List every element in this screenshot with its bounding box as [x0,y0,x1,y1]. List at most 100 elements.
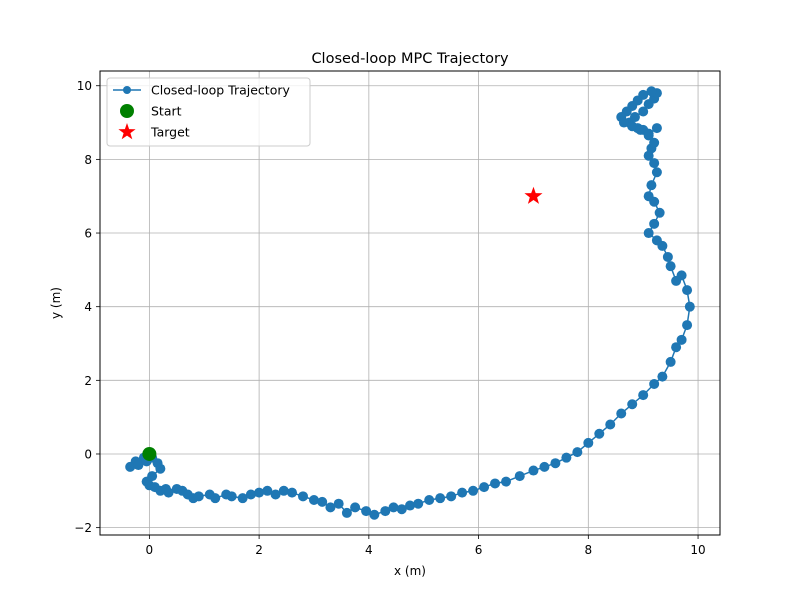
trajectory-point [193,491,204,502]
trajectory-point [665,356,676,367]
trajectory-point [278,485,289,496]
x-tick-label: 6 [475,543,483,557]
legend-label-trajectory: Closed-loop Trajectory [151,83,290,98]
trajectory-point [317,496,328,507]
trajectory-point [638,106,649,117]
trajectory-point [651,123,662,134]
legend-target-marker [118,123,136,140]
y-tick-label: −2 [74,521,92,535]
trajectory-point [649,137,660,148]
trajectory-point [528,465,539,476]
trajectory-point [627,399,638,410]
trajectory-point [350,502,361,513]
trajectory-point [163,487,174,498]
trajectory-point [572,447,583,458]
trajectory-point [627,121,638,132]
x-tick-label: 10 [690,543,705,557]
trajectory-point [245,489,256,500]
trajectory-point [369,509,380,520]
trajectory-point [333,498,344,509]
trajectory-point [435,493,446,504]
trajectory-point [479,482,490,493]
trajectory-point [254,487,265,498]
trajectory-point [308,495,319,506]
grid-lines [100,71,720,535]
trajectory-point [457,487,468,498]
y-tick-label: 4 [84,300,92,314]
trajectory-point [550,458,561,469]
trajectory-point [424,495,435,506]
trajectory-point [561,452,572,463]
trajectory-point [651,235,662,246]
trajectory-point [657,371,668,382]
trajectory-point [361,506,372,517]
trajectory-point [671,342,682,353]
trajectory-point [468,485,479,496]
trajectory-line [127,90,691,516]
legend-start-marker [120,104,134,118]
axes-frame [99,70,721,536]
trajectory-point [226,491,237,502]
trajectory-point [396,504,407,515]
trajectory-point [646,180,657,191]
trajectory-point [594,428,605,439]
trajectory-point [210,493,221,504]
x-axis-title: x (m) [394,564,426,578]
trajectory-point [388,502,399,513]
x-tick-label: 0 [146,543,154,557]
trajectory-point [646,86,657,97]
trajectory-point [605,419,616,430]
trajectory-point [341,507,352,518]
trajectory-point [649,379,660,390]
trajectory-point [638,390,649,401]
trajectory-point [446,491,457,502]
target-marker [524,186,543,204]
trajectory-point [682,320,693,331]
y-tick-label: 10 [77,79,92,93]
trajectory-point [676,334,687,345]
trajectory-point [270,489,281,500]
x-tick-label: 8 [584,543,592,557]
plot-area [125,86,695,520]
trajectory-point [651,167,662,178]
trajectory-point [325,502,336,513]
start-marker [142,446,157,461]
trajectory-point [643,191,654,202]
y-axis-title: y (m) [49,287,63,319]
trajectory-point [413,498,424,509]
trajectory-point [643,228,654,239]
trajectory-point [629,112,640,123]
trajectory-point [125,461,136,472]
trajectory-point [287,487,298,498]
axis-ticks: 0 2 4 6 8 10 −2 0 2 4 6 8 10 [74,79,705,557]
trajectory-point [405,500,415,511]
chart-title: Closed-loop MPC Trajectory [311,51,509,67]
trajectory-point [490,478,501,489]
trajectory-point [618,117,629,128]
trajectory-point [649,218,660,229]
trajectory-point [682,285,693,296]
trajectory-point [671,275,682,286]
trajectory-point [155,463,166,474]
trajectory-point [514,471,525,482]
trajectory-point [298,491,309,502]
y-tick-label: 2 [84,374,92,388]
trajectory-point [649,158,660,169]
trajectory-point [501,476,512,487]
trajectory-point [583,437,594,448]
trajectory-point [262,485,273,496]
x-tick-label: 2 [255,543,263,557]
y-tick-label: 6 [84,227,92,241]
y-tick-label: 8 [84,153,92,167]
trajectory-point [133,460,144,471]
trajectory-point [662,251,673,262]
trajectory-point [684,301,695,312]
legend: Closed-loop Trajectory Start Target [106,77,311,147]
x-tick-label: 4 [365,543,373,557]
trajectory-point [665,261,676,272]
trajectory-point [643,128,654,139]
trajectory-point [616,408,627,419]
trajectory-point [654,207,665,218]
legend-label-target: Target [150,125,190,140]
